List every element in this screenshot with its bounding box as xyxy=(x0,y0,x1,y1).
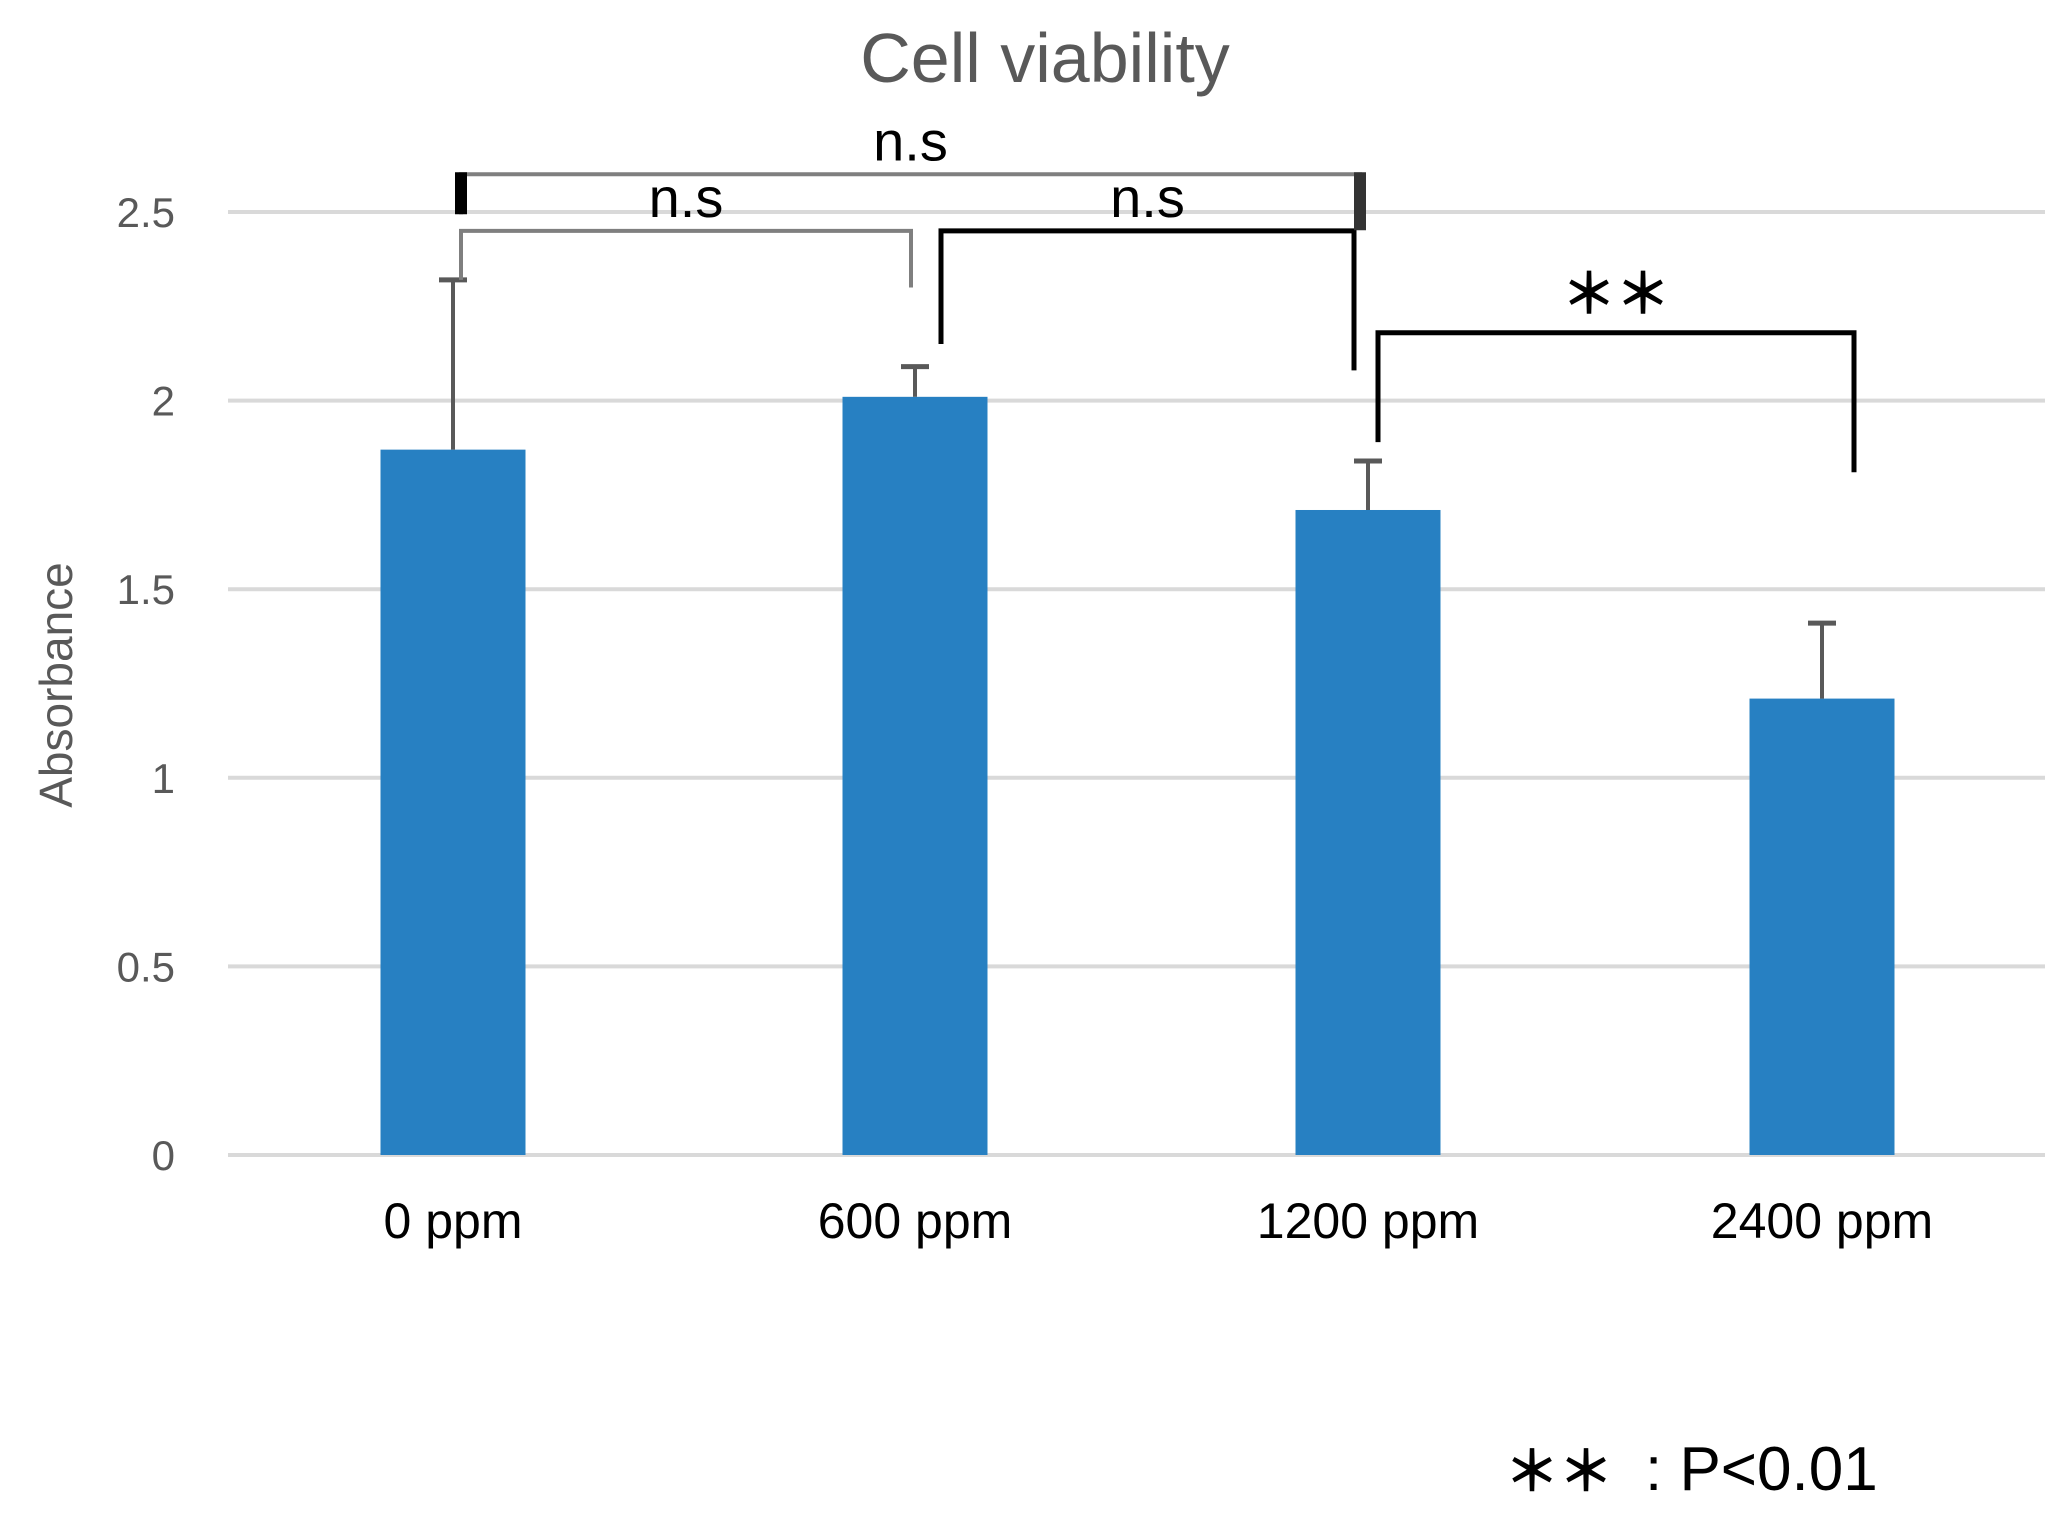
y-tick-label: 1.5 xyxy=(117,566,175,613)
x-tick-label: 1200 ppm xyxy=(1257,1193,1479,1249)
significance-bracket-0 xyxy=(459,172,1362,215)
y-tick-labels: 0 0.5 1 1.5 2 2.5 xyxy=(117,189,175,1179)
gridlines xyxy=(228,210,2045,1157)
bar-3 xyxy=(1749,698,1895,1155)
significance-label-3: ＊＊ xyxy=(1562,263,1670,326)
x-tick-label: 2400 ppm xyxy=(1711,1193,1933,1249)
bar-2 xyxy=(1295,509,1441,1155)
bar-0 xyxy=(380,449,526,1155)
y-tick-label: 2.5 xyxy=(117,189,175,236)
error-bars xyxy=(439,277,1836,699)
bar-1 xyxy=(842,396,988,1155)
significance-bracket-1 xyxy=(459,228,913,288)
y-tick-label: 2 xyxy=(152,378,175,425)
significance-label-0: n.s xyxy=(873,109,948,172)
footnote-stars: ＊＊ xyxy=(1505,1440,1613,1503)
y-tick-label: 1 xyxy=(152,755,175,802)
chart-title: Cell viability xyxy=(860,19,1230,97)
y-axis-label: Absorbance xyxy=(30,562,82,808)
y-tick-label: 0 xyxy=(152,1132,175,1179)
significance-bracket-2 xyxy=(938,228,1357,371)
x-tick-labels: 0 ppm 600 ppm 1200 ppm 2400 ppm xyxy=(384,1193,1934,1249)
footnote: ＊＊ : P<0.01 xyxy=(1505,1435,1878,1504)
x-tick-label: 600 ppm xyxy=(818,1193,1013,1249)
footnote-text: : P<0.01 xyxy=(1645,1435,1878,1504)
significance-brackets: n.s n.s n.s ＊＊ xyxy=(455,109,1857,473)
significance-label-2: n.s xyxy=(1110,166,1185,229)
x-tick-label: 0 ppm xyxy=(384,1193,523,1249)
significance-bracket-3 xyxy=(1375,330,1857,473)
significance-label-1: n.s xyxy=(649,166,724,229)
bars xyxy=(380,396,1895,1155)
y-tick-label: 0.5 xyxy=(117,943,175,990)
